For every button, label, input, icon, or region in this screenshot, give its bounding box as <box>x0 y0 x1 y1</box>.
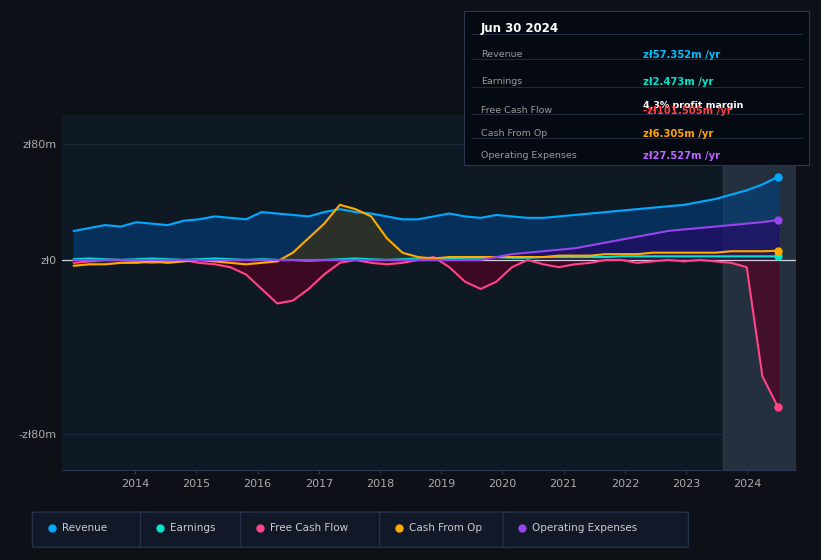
FancyBboxPatch shape <box>32 512 148 547</box>
Bar <box>722 115 796 470</box>
Text: zł2.473m /yr: zł2.473m /yr <box>643 77 713 87</box>
Text: Cash From Op: Cash From Op <box>481 129 548 138</box>
Text: 4.3% profit margin: 4.3% profit margin <box>643 101 744 110</box>
Text: -zł101.505m /yr: -zł101.505m /yr <box>643 106 732 116</box>
FancyBboxPatch shape <box>140 512 249 547</box>
Text: zł6.305m /yr: zł6.305m /yr <box>643 129 713 139</box>
Text: Cash From Op: Cash From Op <box>409 523 482 533</box>
Text: Revenue: Revenue <box>62 523 107 533</box>
Text: Earnings: Earnings <box>481 77 522 86</box>
FancyBboxPatch shape <box>503 512 688 547</box>
FancyBboxPatch shape <box>379 512 511 547</box>
Text: Revenue: Revenue <box>481 50 523 59</box>
Text: Jun 30 2024: Jun 30 2024 <box>481 22 559 35</box>
Text: zł27.527m /yr: zł27.527m /yr <box>643 151 720 161</box>
Text: Operating Expenses: Operating Expenses <box>481 151 577 160</box>
Text: Operating Expenses: Operating Expenses <box>533 523 638 533</box>
Text: Free Cash Flow: Free Cash Flow <box>270 523 348 533</box>
Text: zł57.352m /yr: zł57.352m /yr <box>643 50 720 60</box>
FancyBboxPatch shape <box>241 512 388 547</box>
Text: Free Cash Flow: Free Cash Flow <box>481 106 553 115</box>
Text: Earnings: Earnings <box>170 523 215 533</box>
